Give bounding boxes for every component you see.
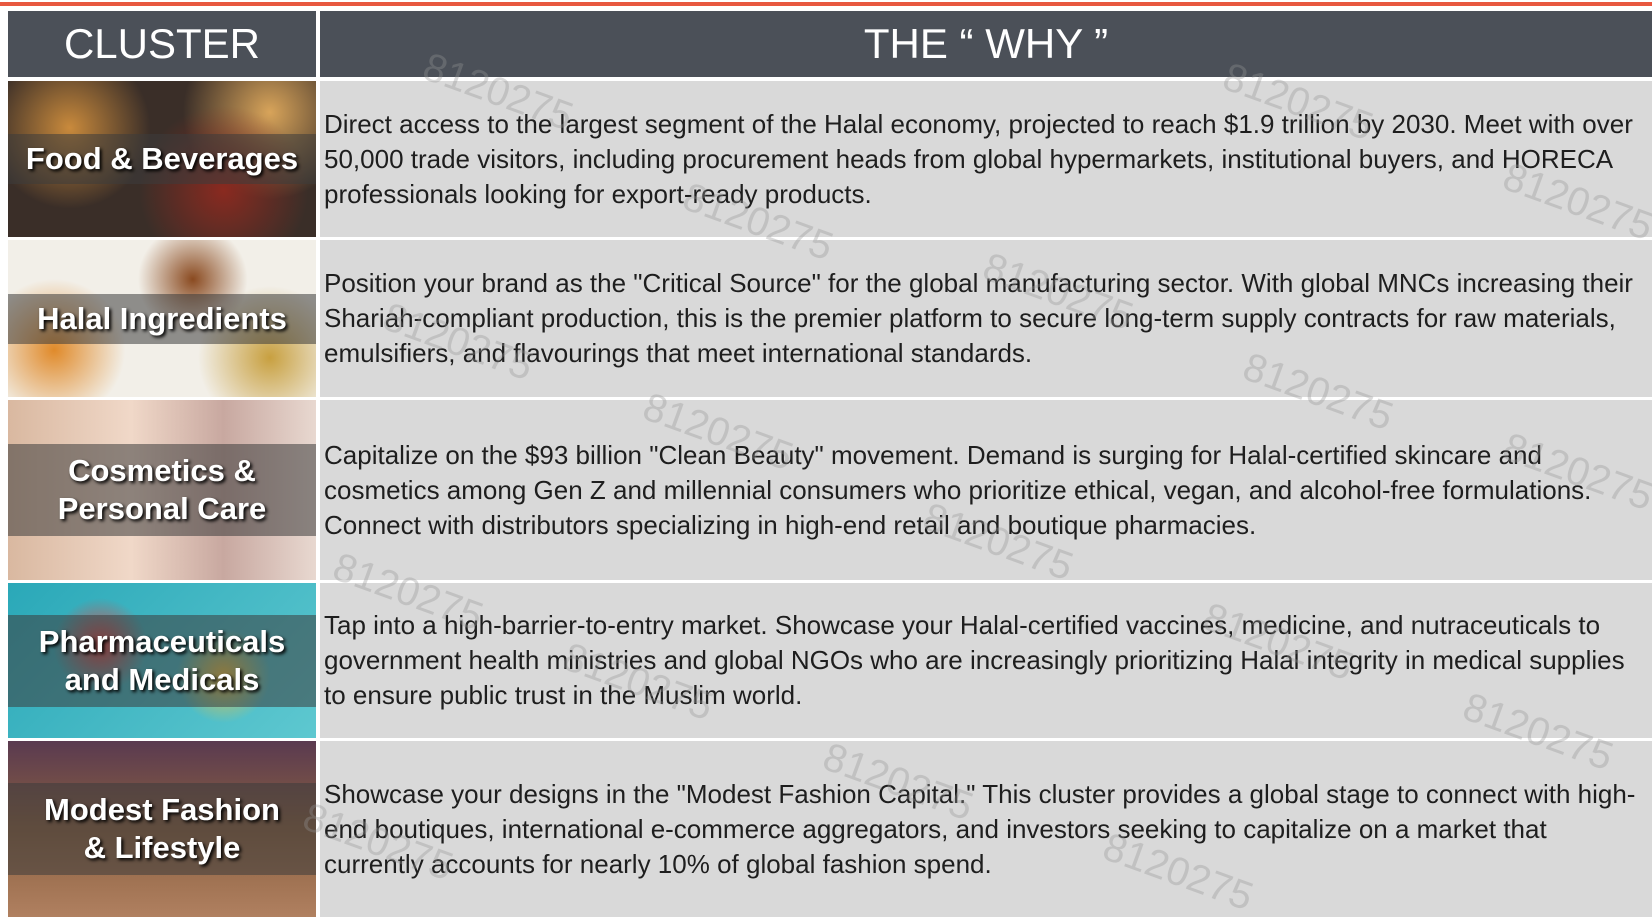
table-row: Cosmetics & Personal Care Capitalize on th… [8,400,1652,580]
cluster-label-line: Personal Care [57,491,267,526]
cluster-label-line: Modest Fashion [44,792,280,827]
accent-line [0,2,1652,6]
cluster-label-line: Pharmaceuticals [38,623,286,659]
why-text: Capitalize on the $93 billion "Clean Bea… [320,400,1652,580]
why-text: Tap into a high-barrier-to-entry market.… [320,583,1652,738]
cluster-label-line: Halal Ingredients [37,300,287,336]
cluster-label: Modest Fashion & Lifestyle [44,791,280,867]
label-band [8,134,316,184]
cluster-image: Food & Beverages [8,81,316,237]
label-band [8,783,316,875]
cluster-label: Food & Beverages [26,140,298,178]
why-text: Direct access to the largest segment of … [320,81,1652,237]
label-band [8,444,316,536]
table-row: Halal Ingredients Position your brand as … [8,240,1652,397]
table-row: Pharmaceuticals and Medicals Tap into a hi… [8,583,1652,738]
cluster-label-line: Cosmetics & [68,453,256,488]
cluster-label: Cosmetics & Personal Care [58,452,267,528]
cluster-label-line: & Lifestyle [83,830,241,865]
cluster-label-line: Food & Beverages [25,141,299,176]
why-text: Position your brand as the "Critical Sou… [320,240,1652,397]
header-why: THE “ WHY ” [320,11,1652,77]
why-text: Showcase your designs in the "Modest Fas… [320,741,1652,917]
cluster-image: Pharmaceuticals and Medicals [8,583,316,738]
cluster-image: Halal Ingredients [8,240,316,397]
cluster-label: Halal Ingredients [37,300,287,338]
cluster-label-line: and Medicals [64,661,260,697]
header-cluster: CLUSTER [8,11,316,77]
label-band [8,293,316,344]
cluster-image: Modest Fashion & Lifestyle [8,741,316,917]
label-band [8,614,316,707]
table-row: Modest Fashion & Lifestyle Showcase your d… [8,741,1652,917]
cluster-image: Cosmetics & Personal Care [8,400,316,580]
table-row: Food & Beverages Direct access to the lar… [8,81,1652,237]
cluster-label: Pharmaceuticals and Medicals [39,623,285,699]
